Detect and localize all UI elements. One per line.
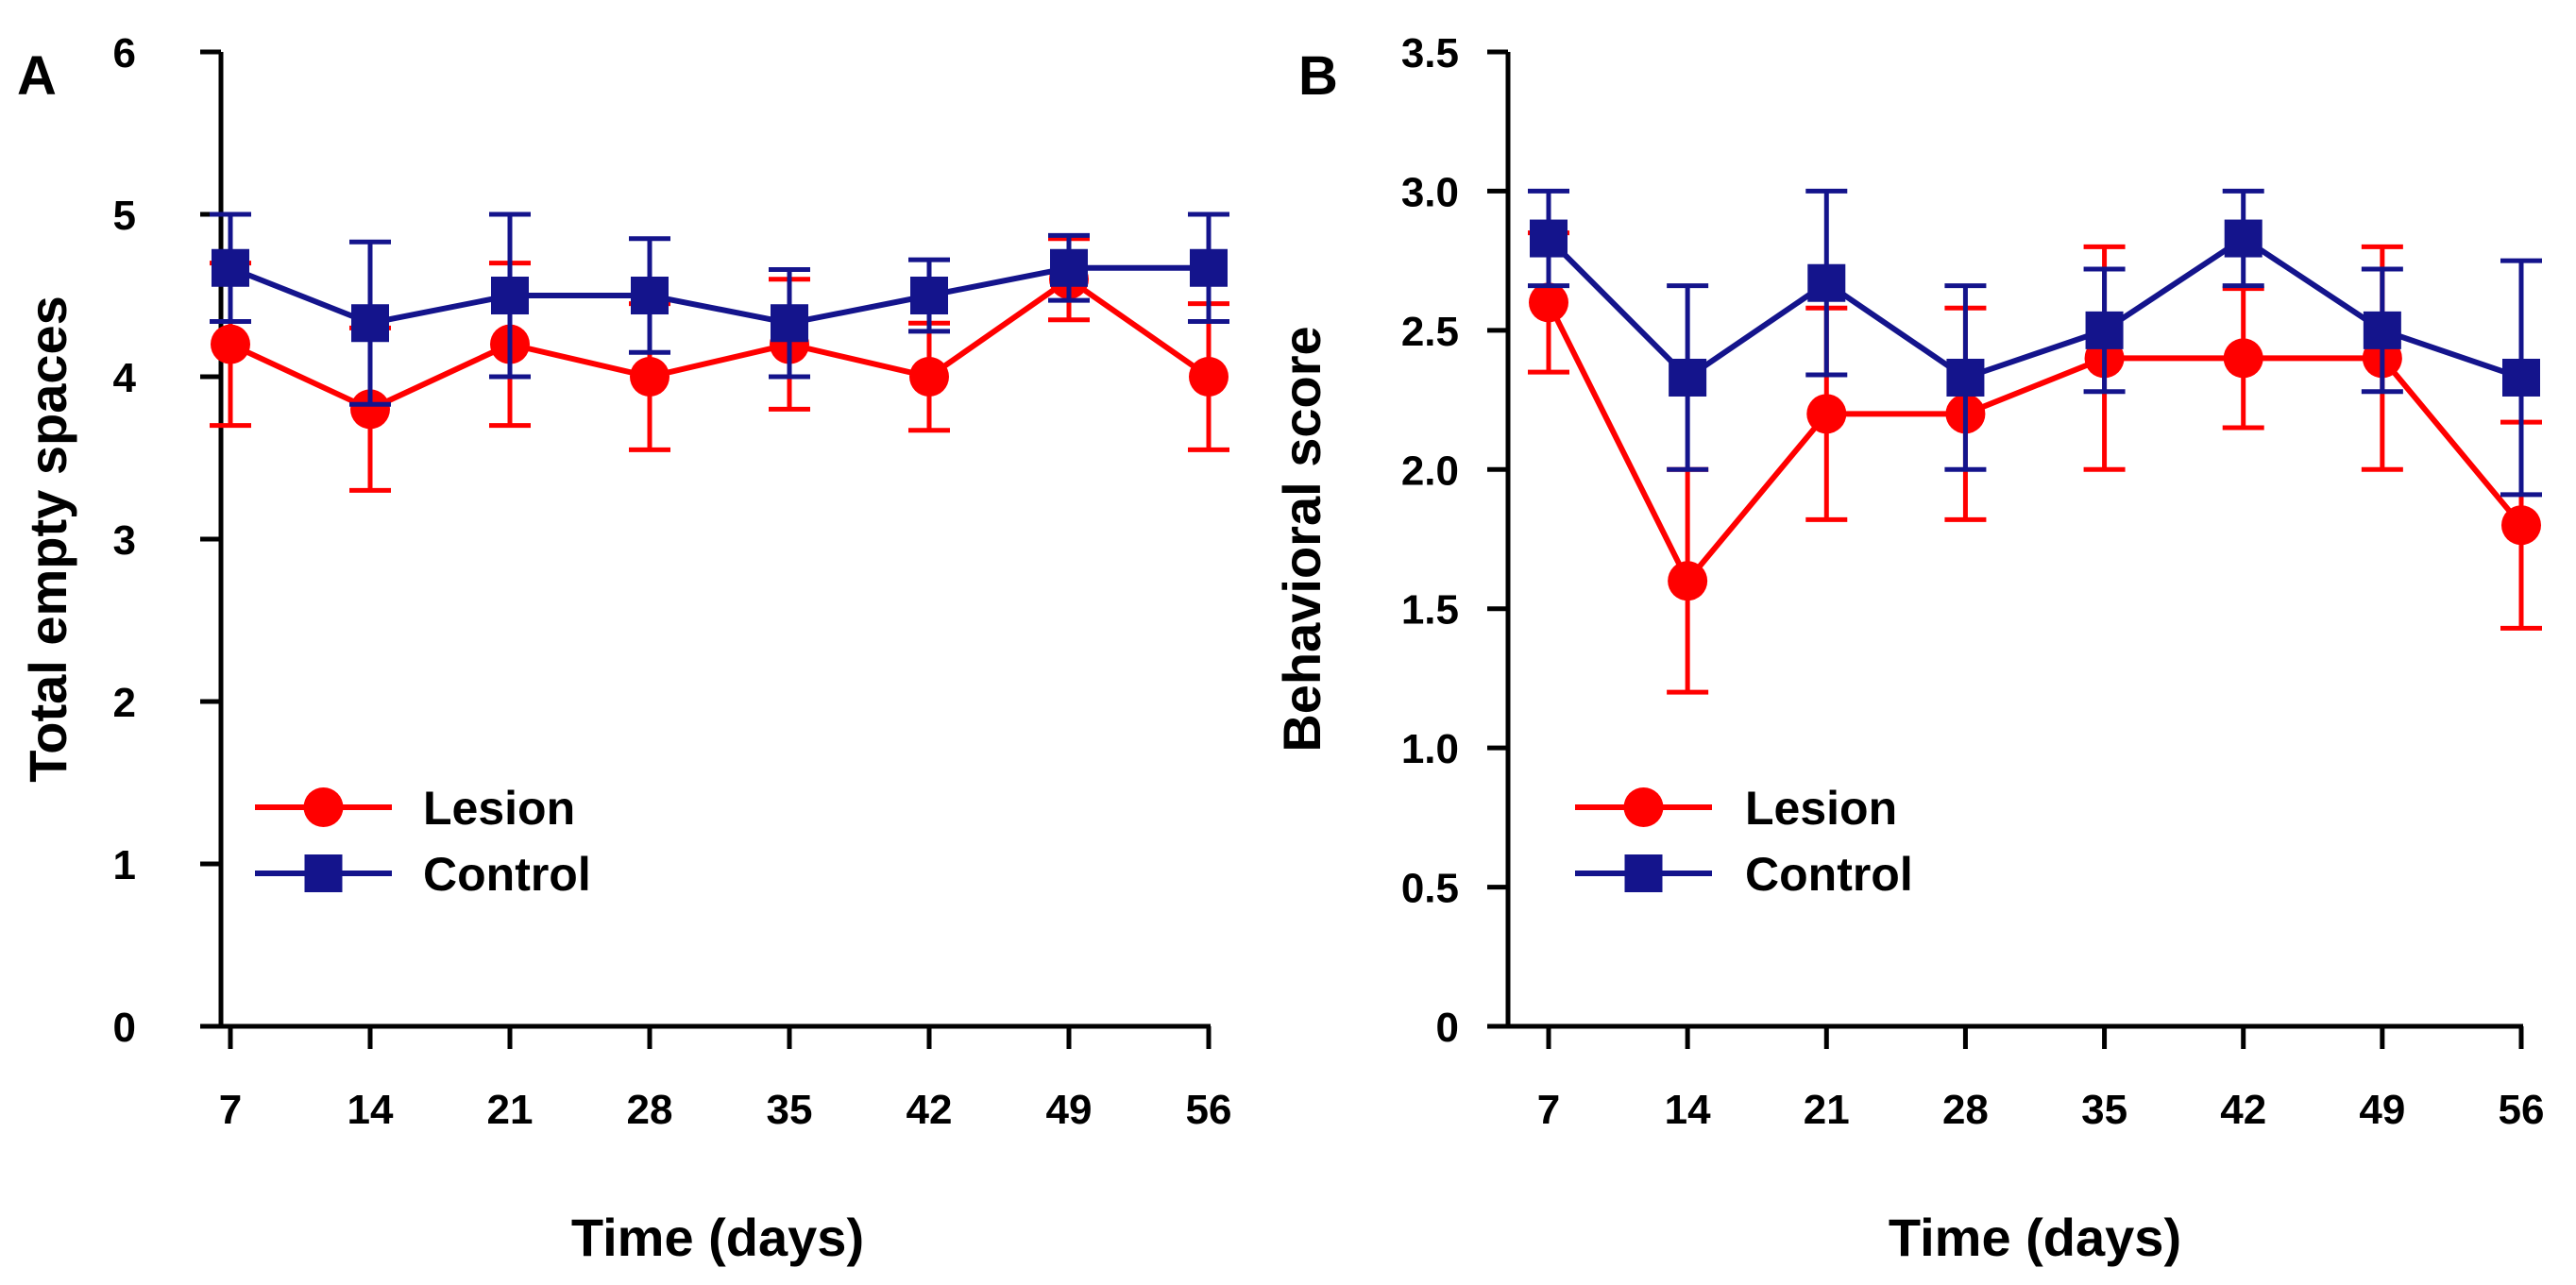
data-point-square	[1946, 358, 1985, 397]
x-tick-label: 35	[2081, 1087, 2127, 1133]
y-axis-title: Total empty spaces	[18, 296, 77, 783]
panel-b: B 0 0.5 1.0 1.5 2.0 2.5 3.0 3.5 7 14 21 28 35 42 49 56 Ti…	[1272, 30, 2544, 1267]
y-tick-label: 3	[113, 517, 136, 564]
legend-marker-square	[304, 854, 343, 892]
data-point-square	[1050, 248, 1088, 287]
series-line	[229, 276, 1211, 413]
legend-marker-circle	[303, 787, 344, 827]
panel-letter: A	[17, 45, 57, 107]
data-point-square	[771, 304, 808, 343]
data-point-square	[1530, 219, 1568, 258]
data-point-circle	[350, 389, 390, 430]
y-tick-label: 3.0	[1401, 169, 1459, 215]
data-point-square	[2085, 311, 2124, 349]
x-tick-label: 49	[1046, 1087, 1093, 1133]
legend-marker-square	[1624, 854, 1663, 892]
series-control	[1528, 188, 2542, 498]
x-tick-label: 49	[2359, 1087, 2405, 1133]
data-point-circle	[630, 357, 669, 397]
y-tick-label: 5	[113, 193, 136, 239]
y-axis-title: Behavioral score	[1272, 326, 1331, 752]
legend-label: Control	[423, 848, 591, 901]
legend-label: Control	[1745, 848, 1913, 901]
y-tick-label: 1.0	[1401, 726, 1459, 772]
data-point-circle	[2501, 505, 2541, 546]
series-control	[210, 211, 1229, 407]
legend-entry-control: Control	[255, 848, 591, 901]
x-tick-label: 14	[347, 1087, 394, 1133]
legend-marker-circle	[1623, 787, 1664, 827]
data-point-square	[491, 277, 529, 314]
series-line	[229, 264, 1209, 327]
panel-letter: B	[1298, 45, 1338, 107]
y-tick-label: 6	[113, 30, 136, 76]
series-line	[1546, 301, 2524, 586]
x-tick-label: 28	[1942, 1087, 1989, 1133]
x-tick-label: 42	[907, 1087, 953, 1133]
y-tick-label: 2.0	[1401, 448, 1459, 494]
y-tick-label: 1.5	[1401, 587, 1459, 634]
data-point-circle	[909, 357, 949, 397]
x-tick-label: 28	[627, 1087, 673, 1133]
legend-entry-control: Control	[1575, 848, 1913, 901]
legend-label: Lesion	[423, 782, 575, 835]
data-point-square	[2363, 311, 2401, 349]
series-lesion	[1528, 230, 2542, 695]
y-tick-label: 1	[113, 842, 136, 888]
data-point-square	[2502, 358, 2540, 397]
x-tick-label: 21	[1804, 1087, 1850, 1133]
data-point-circle	[2223, 338, 2263, 379]
y-tick-label: 2	[113, 680, 136, 726]
x-tick-label: 21	[487, 1087, 534, 1133]
x-axis-title: Time (days)	[1889, 1208, 2181, 1267]
data-point-circle	[1529, 282, 1568, 323]
legend-entry-lesion: Lesion	[255, 782, 575, 835]
x-tick-label: 35	[767, 1087, 813, 1133]
x-tick-label: 42	[2220, 1087, 2266, 1133]
data-point-square	[910, 277, 948, 314]
data-point-square	[1669, 358, 1707, 397]
x-tick-label: 56	[1186, 1087, 1232, 1133]
x-axis-title: Time (days)	[571, 1208, 864, 1267]
y-tick-label: 3.5	[1401, 30, 1459, 76]
data-point-square	[351, 304, 389, 343]
data-point-circle	[211, 324, 250, 364]
x-tick-label: 14	[1665, 1087, 1711, 1133]
data-point-square	[631, 277, 669, 314]
x-tick-label: 56	[2499, 1087, 2545, 1133]
y-tick-label: 2.5	[1401, 309, 1459, 355]
data-point-square	[1190, 248, 1228, 287]
legend-label: Lesion	[1745, 782, 1897, 835]
y-tick-label: 4	[113, 355, 137, 401]
data-point-circle	[1806, 394, 1847, 434]
y-tick-label: 0.5	[1401, 866, 1459, 912]
y-tick-label: 0	[113, 1005, 136, 1051]
data-point-square	[1807, 263, 1846, 302]
data-point-square	[212, 248, 249, 287]
legend-entry-lesion: Lesion	[1575, 782, 1897, 835]
data-point-circle	[1189, 357, 1229, 397]
data-point-circle	[1668, 561, 1708, 601]
x-tick-label: 7	[219, 1087, 242, 1133]
y-tick-label: 0	[1436, 1005, 1459, 1051]
series-line	[1546, 234, 2522, 381]
x-tick-label: 7	[1537, 1087, 1560, 1133]
data-point-square	[2224, 219, 2262, 258]
